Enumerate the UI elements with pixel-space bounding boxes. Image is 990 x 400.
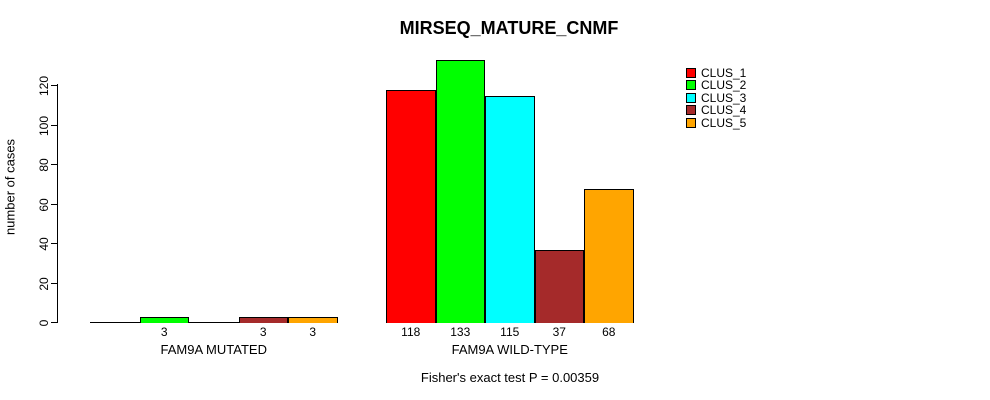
y-axis-tick-label: 80 [37, 157, 51, 172]
bar-value-label: 37 [552, 325, 566, 339]
y-axis-tick [51, 322, 57, 323]
bar-value-label: 133 [450, 325, 471, 339]
legend-label-clus_1: CLUS_1 [701, 66, 747, 80]
bar-clus_2-mutated [139, 317, 189, 323]
y-axis-title: number of cases [2, 138, 18, 236]
bar-value-label: 115 [500, 325, 520, 339]
y-axis-tick [51, 164, 57, 165]
legend-swatch-clus_2 [686, 80, 696, 91]
y-axis-tick [51, 204, 57, 205]
chart-title: MIRSEQ_MATURE_CNMF [399, 18, 619, 38]
y-axis-tick [51, 243, 57, 244]
bar-value-label: 3 [309, 325, 317, 339]
bar-group-baseline [90, 322, 338, 323]
bar-value-label: 68 [602, 325, 616, 339]
y-axis-tick [51, 283, 57, 284]
bar-value-label: 3 [160, 325, 168, 339]
y-axis-tick-label: 0 [37, 319, 51, 326]
bar-clus_5-mutated [288, 317, 338, 323]
legend-swatch-clus_1 [686, 68, 696, 78]
bar-value-label: 118 [401, 325, 421, 339]
annotation-text: Fisher's exact test P = 0.00359 [420, 370, 600, 385]
y-axis-tick-label: 60 [37, 197, 51, 212]
x-axis-group-label: FAM9A MUTATED [160, 342, 267, 357]
y-axis-tick-label: 40 [37, 236, 51, 251]
y-axis-tick [51, 85, 57, 86]
legend-swatch-clus_4 [686, 105, 696, 116]
y-axis-tick [51, 125, 57, 126]
y-axis-tick-label: 120 [37, 75, 51, 96]
legend-label-clus_5: CLUS_5 [701, 115, 747, 130]
bar-clus_1-wild-type [386, 90, 436, 323]
legend-swatch-clus_5 [686, 117, 696, 128]
bar-clus_2-wild-type [435, 60, 485, 323]
y-axis-line [57, 84, 58, 323]
legend-swatch-clus_3 [686, 92, 696, 103]
legend-label-clus_4: CLUS_4 [701, 103, 747, 118]
y-axis-tick-label: 100 [37, 115, 51, 136]
legend-label-clus_2: CLUS_2 [701, 78, 747, 93]
y-axis-tick-label: 20 [37, 276, 51, 291]
x-axis-group-label: FAM9A WILD-TYPE [451, 342, 568, 357]
bar-clus_4-mutated [238, 317, 288, 323]
bar-clus_5-wild-type [584, 189, 634, 323]
bar-clus_3-wild-type [485, 96, 535, 323]
bar-value-label: 3 [259, 325, 267, 339]
bar-clus_4-wild-type [534, 250, 584, 323]
legend-label-clus_3: CLUS_3 [701, 90, 747, 105]
